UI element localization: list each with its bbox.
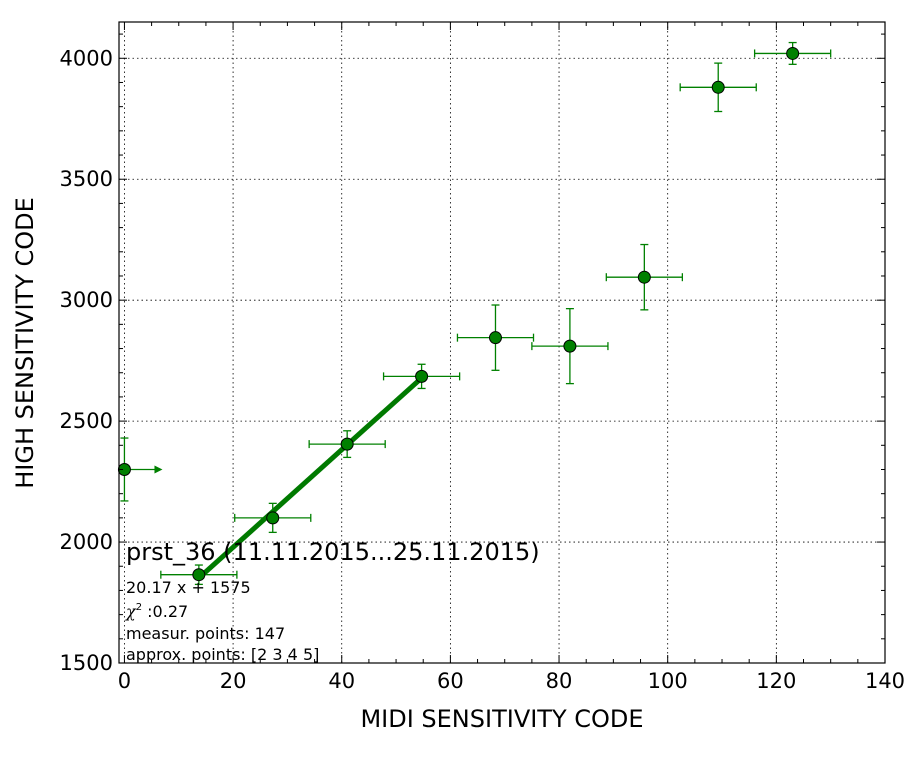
data-points [117, 41, 832, 586]
y-tick-label: 1500 [60, 651, 113, 675]
data-point [266, 511, 280, 525]
y-tick-label: 2000 [60, 530, 113, 554]
annotation-equation: 20.17 x + 1575 [126, 578, 251, 597]
data-point-group [679, 62, 757, 113]
y-tick-labels: 1500 2000 2500 3000 3500 4000 [60, 46, 113, 675]
chi-symbol: χ [125, 602, 137, 621]
data-point-group [117, 437, 163, 502]
axis-ticks [119, 22, 886, 664]
x-tick-label: 120 [756, 669, 796, 693]
fit-line-group [197, 376, 424, 580]
x-tick-label: 20 [220, 669, 247, 693]
x-tick-labels: 0 20 40 60 80 100 120 140 [118, 669, 905, 693]
y-tick-label: 4000 [60, 46, 113, 70]
x-error-arrow [154, 465, 163, 474]
data-point-group [531, 307, 609, 385]
data-point-group [456, 304, 535, 371]
plot-frame [118, 21, 886, 664]
data-point [563, 339, 577, 353]
data-point-group [605, 243, 684, 311]
chi-superscript: 2 [136, 602, 142, 613]
data-point-group [234, 502, 312, 534]
chi-value: :0.27 [142, 602, 188, 621]
grid-lines [119, 22, 885, 663]
annotation-chi-square: χ2 :0.27 [125, 602, 188, 621]
y-tick-label: 3500 [60, 167, 113, 191]
annotation-title: prst_36 (11.11.2015...25.11.2015) [126, 538, 540, 566]
data-point-group [160, 564, 238, 586]
y-tick-label: 2500 [60, 409, 113, 433]
x-tick-label: 60 [437, 669, 464, 693]
data-point [340, 437, 354, 451]
data-point-group [308, 430, 386, 459]
x-tick-label: 0 [118, 669, 131, 693]
fit-line [197, 376, 424, 580]
y-axis-title: HIGH SENSITIVITY CODE [11, 197, 39, 489]
x-tick-label: 100 [648, 669, 688, 693]
x-tick-label: 140 [865, 669, 905, 693]
annotation-approx-points: approx. points: [2 3 4 5] [126, 645, 319, 664]
data-point-group [753, 41, 832, 65]
data-point [637, 270, 651, 284]
data-point [488, 331, 502, 345]
data-point-group [382, 363, 461, 390]
annotation-measur-points: measur. points: 147 [126, 624, 285, 643]
data-point [192, 568, 206, 582]
x-tick-label: 80 [546, 669, 573, 693]
fit-annotation: prst_36 (11.11.2015...25.11.2015) 20.17 … [125, 538, 540, 664]
data-point [786, 46, 800, 60]
y-tick-label: 3000 [60, 288, 113, 312]
data-point [711, 80, 725, 94]
x-axis-title: MIDI SENSITIVITY CODE [360, 705, 643, 733]
x-tick-label: 40 [328, 669, 355, 693]
data-point [415, 369, 429, 383]
